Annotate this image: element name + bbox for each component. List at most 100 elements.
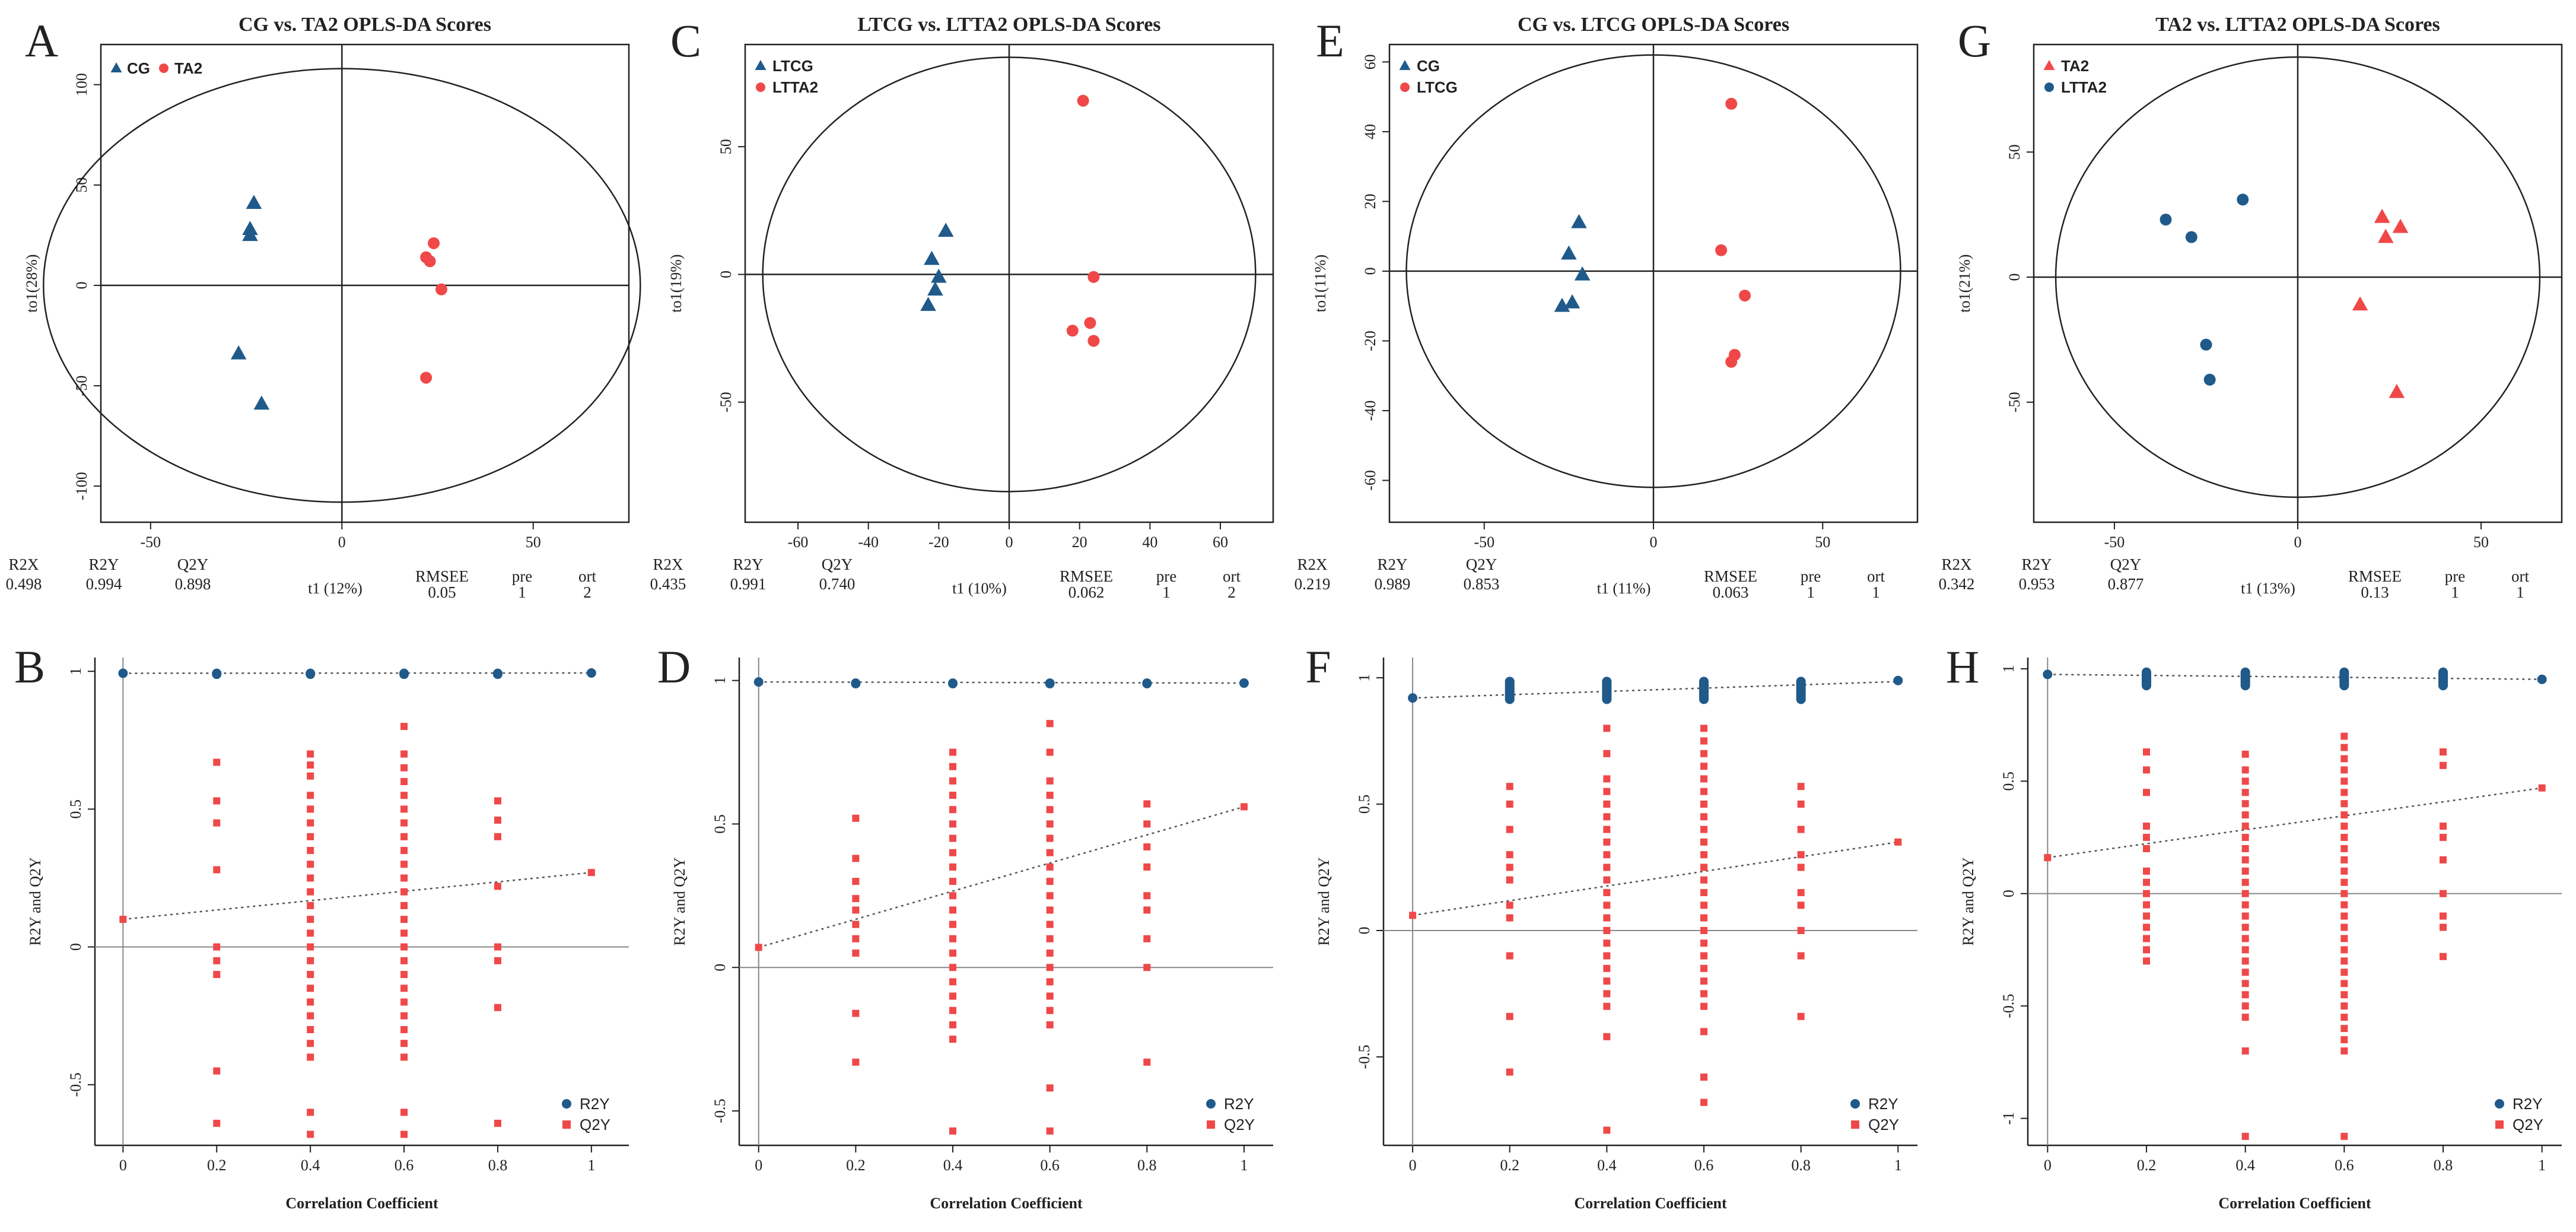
q2y-point — [307, 750, 314, 758]
q2y-point — [1603, 788, 1611, 795]
q2y-point — [1603, 1126, 1611, 1134]
score-panel-c: C LTCG vs. LTTA2 OPLS-DA Scores -60 -40 -20 0… — [650, 14, 1274, 601]
q2y-point — [1046, 878, 1054, 885]
x-tick-label: 0.4 — [1597, 1157, 1617, 1174]
stat-header: RMSEE — [2348, 567, 2402, 585]
score-point — [2237, 193, 2249, 206]
stat-value: 0.740 — [819, 575, 856, 593]
q2y-point — [1700, 876, 1707, 884]
q2y-point — [2143, 923, 2150, 931]
q2y-point — [400, 943, 408, 951]
q2y-point — [400, 985, 408, 992]
q2y-point — [2241, 823, 2249, 830]
r2y-point — [2339, 667, 2349, 691]
x-tick-label: -50 — [141, 534, 161, 551]
legend-marker — [1399, 60, 1411, 70]
q2y-point — [2340, 980, 2348, 987]
q2y-point — [949, 978, 956, 986]
q2y-point — [852, 935, 860, 942]
stat-header: RMSEE — [1060, 567, 1113, 585]
x-tick-label: 0.8 — [488, 1157, 508, 1174]
r2y-point — [1699, 677, 1709, 704]
q2y-point — [1506, 876, 1513, 884]
q2y-point — [1046, 906, 1054, 914]
panel-letter: C — [670, 15, 701, 66]
q2y-point — [2340, 789, 2348, 796]
score-point — [230, 345, 247, 360]
stat-value: 0.063 — [1713, 583, 1749, 601]
legend-label: CG — [127, 59, 150, 77]
q2y-point — [1797, 851, 1805, 859]
r2y-regression-line — [2047, 674, 2542, 680]
q2y-point — [2340, 1036, 2348, 1043]
y-tick-label: -0.5 — [2000, 994, 2017, 1018]
legend-label: LTTA2 — [772, 78, 818, 96]
q2y-point — [1046, 834, 1054, 842]
y-tick-label: 0.5 — [2000, 771, 2017, 791]
y-axis-label: to1(28%) — [23, 254, 40, 312]
q2y-point — [1797, 889, 1805, 897]
legend-label-r2y: R2Y — [1868, 1095, 1898, 1113]
q2y-point — [2340, 969, 2348, 976]
q2y-point — [2340, 800, 2348, 808]
stat-value: 1 — [1807, 583, 1815, 601]
stat-value: 0.062 — [1068, 583, 1105, 601]
y-tick-label: 20 — [1362, 193, 1379, 209]
q2y-point — [400, 777, 408, 785]
q2y-point — [949, 834, 956, 842]
hotelling-ellipse — [2055, 56, 2541, 498]
q2y-point — [2241, 969, 2249, 976]
x-tick-label: 1 — [2538, 1157, 2546, 1174]
score-point — [1066, 325, 1079, 337]
score-point — [2392, 218, 2409, 233]
score-point — [424, 255, 436, 268]
q2y-point — [400, 1131, 408, 1138]
q2y-point — [949, 892, 956, 900]
q2y-point — [949, 748, 956, 756]
score-panel-e: E CG vs. LTCG OPLS-DA Scores -50 0 50 -60 -40 -… — [1295, 14, 1919, 601]
q2y-point — [400, 764, 408, 771]
q2y-point — [213, 971, 221, 979]
q2y-point — [1506, 851, 1513, 859]
stat-value: 0.877 — [2108, 575, 2144, 593]
q2y-point — [1143, 820, 1151, 828]
x-tick-label: 0 — [1409, 1157, 1417, 1174]
x-tick-label: 40 — [1142, 534, 1157, 551]
q2y-original-point — [1894, 838, 1902, 846]
r2y-point — [1796, 677, 1806, 704]
q2y-point — [400, 998, 408, 1006]
score-point — [2185, 231, 2197, 243]
score-point — [1087, 335, 1100, 347]
q2y-point — [1700, 901, 1707, 909]
q2y-point — [2340, 1047, 2348, 1055]
y-tick-label: -50 — [2006, 392, 2023, 412]
r2y-intercept-point — [2043, 669, 2053, 679]
legend-marker-r2y — [1206, 1099, 1216, 1109]
q2y-point — [852, 895, 860, 903]
r2y-point — [851, 678, 861, 688]
q2y-point — [2440, 952, 2447, 960]
q2y-point — [1603, 952, 1611, 960]
r2y-original-point — [1893, 675, 1903, 685]
legend-label-q2y: Q2Y — [2513, 1116, 2543, 1133]
q2y-point — [1046, 849, 1054, 856]
stat-value: 0.853 — [1464, 575, 1500, 593]
q2y-point — [2241, 844, 2249, 852]
q2y-point — [2241, 1047, 2249, 1055]
q2y-point — [1603, 889, 1611, 897]
stat-header: ort — [2511, 567, 2529, 585]
x-tick-label: 0.8 — [1791, 1157, 1811, 1174]
y-tick-label: -0.5 — [711, 1098, 729, 1123]
stat-value: 0.342 — [1939, 575, 1975, 593]
panel-letter: A — [25, 15, 58, 66]
score-point — [1715, 244, 1728, 256]
q2y-point — [2241, 901, 2249, 909]
legend-label-r2y: R2Y — [1224, 1095, 1254, 1113]
q2y-point — [1506, 801, 1513, 808]
q2y-point — [2340, 935, 2348, 942]
legend-marker — [2043, 60, 2055, 70]
q2y-point — [1143, 1058, 1151, 1066]
q2y-point — [307, 916, 314, 923]
stat-value: 1 — [1162, 583, 1171, 601]
q2y-point — [1700, 990, 1707, 998]
